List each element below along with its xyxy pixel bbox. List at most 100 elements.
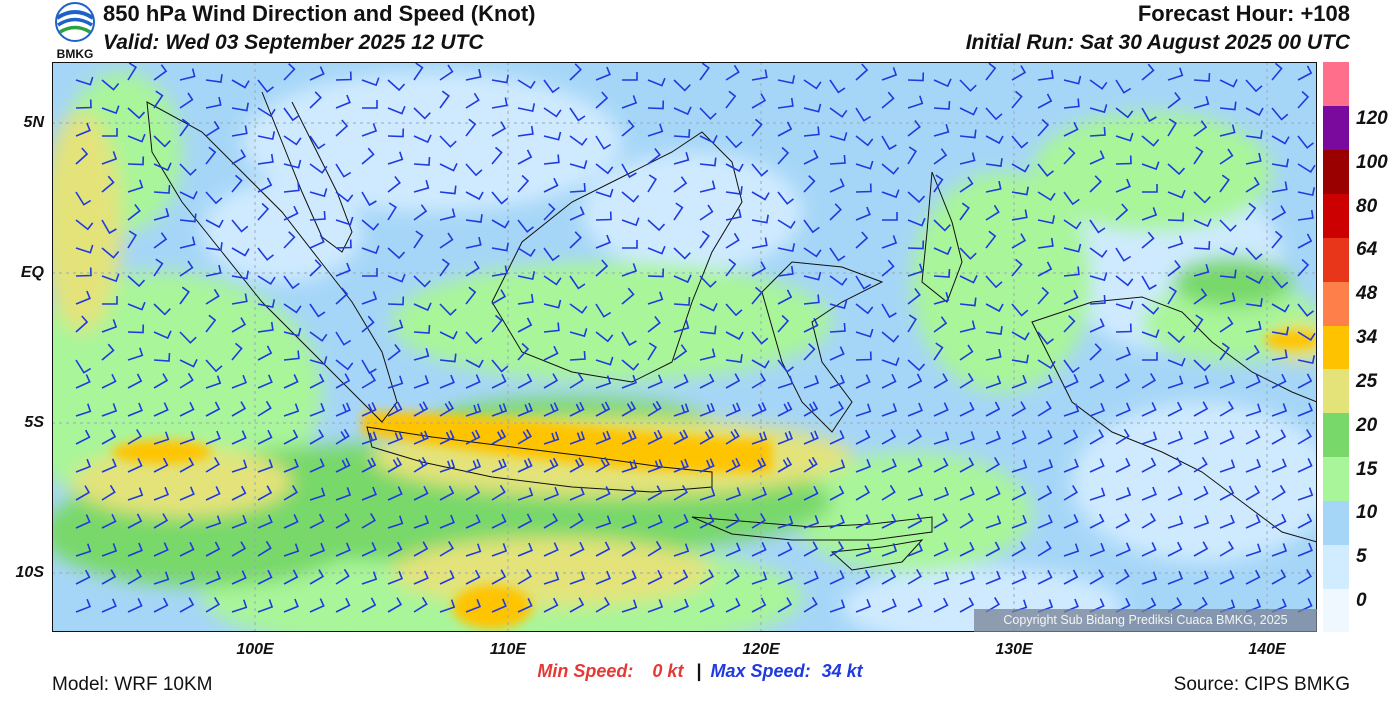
wind-barb [257,459,274,473]
sumatra-coast [146,101,398,423]
wind-barb [465,260,480,277]
lat-label-eq: EQ [20,264,44,281]
wind-barb [75,99,92,109]
wind-barb [881,513,897,529]
wind-barb [855,543,872,557]
wind-barb [1167,486,1183,501]
wind-barb [595,234,611,249]
wind-barb [101,175,115,193]
wind-barb [101,598,117,613]
wind-barb [257,514,273,529]
wind-barb [309,513,325,529]
wind-barb [179,571,196,585]
wind-barb [673,247,691,260]
wind-barb [1115,346,1131,361]
wind-barb [1271,373,1287,389]
wind-barb [75,147,89,165]
wind-barb [231,293,248,305]
wind-barb [855,429,871,445]
wind-barb [465,458,482,473]
wind-barb [777,289,793,305]
wind-barb [491,359,509,373]
wind-barb [1037,261,1053,277]
wind-barb [543,345,559,361]
wind-barb [309,487,326,501]
wind-barb [517,103,536,113]
wind-barb [1037,163,1054,177]
wind-barb [465,598,482,613]
wind-barb [179,457,195,473]
speed-separator: | [696,661,702,681]
wind-barb [647,100,665,110]
wind-barb [725,135,743,149]
wind-barb [725,90,737,109]
wind-barb [543,131,562,141]
wind-barb [1271,543,1288,557]
wind-barb [1011,401,1027,417]
wind-barb [959,571,976,585]
wind-barb [933,291,950,305]
wind-barb [413,204,428,221]
wind-barb [725,597,741,613]
wind-barb [881,429,897,445]
wind-barb [1115,107,1134,119]
wind-barb [439,570,455,585]
colorbar-band [1323,237,1349,282]
wind-barb [309,402,326,417]
colorbar-band [1323,62,1349,107]
wind-barb [413,430,429,445]
wind-barb [127,542,143,557]
wind-barb [725,568,740,585]
wind-barb [855,569,871,585]
wind-barb [465,118,477,137]
wind-barb [283,205,299,221]
wind-barb [595,596,611,613]
wind-barb [569,401,585,417]
colorbar-label: 10 [1356,502,1378,524]
wind-barb [1011,163,1030,173]
wind-barb [829,485,845,501]
wind-barb [309,135,326,150]
wind-barb [1219,174,1230,193]
wind-barb [1297,373,1313,389]
wind-barb [933,78,952,88]
wind-barb [205,191,223,205]
wind-barb [1115,132,1134,142]
wind-barb [907,217,926,227]
wind-barb [1115,203,1129,221]
data-source: Source: CIPS BMKG [1173,674,1350,695]
wind-barb [257,321,274,333]
wind-barb [1115,275,1134,287]
wind-barb [647,429,663,445]
wind-barb [1297,513,1313,529]
wind-barb [959,176,974,193]
wind-barb [777,359,794,373]
forecast-hour: Forecast Hour: +108 [1137,1,1350,26]
wind-barb [1297,355,1316,365]
new-guinea-coast [1031,296,1317,543]
wind-barb [153,431,170,445]
wind-barb [231,247,250,257]
wind-barb [699,598,715,613]
wind-barb [1089,104,1108,114]
wind-barb [257,299,276,309]
wind-barb [387,486,403,501]
wind-barb [361,219,380,231]
wind-barb [1037,237,1054,249]
wind-barb [75,485,91,501]
wind-barb [855,351,872,361]
wind-barb [387,541,403,557]
wind-barb [491,403,508,417]
wind-barb [1115,457,1131,473]
wind-barb [959,297,977,307]
wind-barb [647,268,665,278]
wind-barb [127,402,143,417]
wind-barb [257,247,274,261]
wind-barb [205,120,220,137]
wind-barb [75,403,92,417]
wind-barb [517,149,533,165]
wind-barb [517,125,534,137]
wind-barb [777,401,793,417]
wind-barb [231,401,247,417]
wind-barb [153,486,170,501]
